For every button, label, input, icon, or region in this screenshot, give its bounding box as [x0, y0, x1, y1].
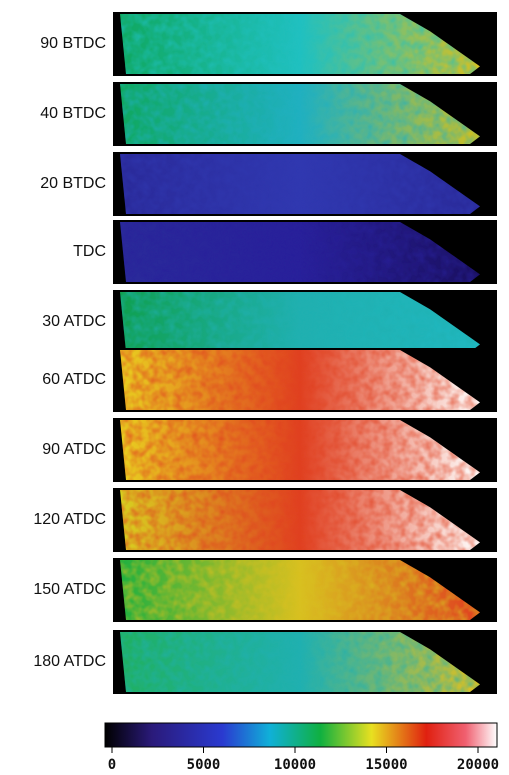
panel-texture — [120, 560, 480, 620]
panel-texture — [120, 632, 480, 692]
panel: 150 ATDC — [33, 558, 497, 622]
panel: 120 ATDC — [33, 488, 497, 552]
panel-label: 40 BTDC — [40, 105, 106, 122]
panel-label: TDC — [73, 243, 106, 260]
panel-texture — [120, 222, 480, 282]
tick-label: 5000 — [187, 757, 221, 773]
panel: 60 ATDC — [42, 348, 497, 412]
panel-label: 30 ATDC — [42, 313, 106, 330]
panel-texture — [120, 490, 480, 550]
tick-label: 0 — [108, 757, 116, 773]
colorbar — [104, 722, 498, 748]
panel-label: 20 BTDC — [40, 175, 106, 192]
panel-texture — [120, 292, 480, 352]
panel: 180 ATDC — [33, 630, 497, 694]
panel-texture — [120, 154, 480, 214]
tick-label: 20000 — [457, 757, 499, 773]
panel-label: 120 ATDC — [33, 511, 106, 528]
panel-texture — [120, 14, 480, 74]
panel: 40 BTDC — [40, 82, 497, 146]
panel-texture — [120, 420, 480, 480]
panels: 90 BTDC 40 BTDC 20 BTDC TDC 30 ATDC 60 ATDC 90… — [33, 12, 497, 694]
panel: 30 ATDC — [42, 290, 497, 354]
panel-label: 180 ATDC — [33, 653, 106, 670]
panel-texture — [120, 84, 480, 144]
panel-texture — [120, 350, 480, 410]
panel-label: 60 ATDC — [42, 371, 106, 388]
tick-label: 15000 — [365, 757, 407, 773]
panel-label: 90 ATDC — [42, 441, 106, 458]
panel-label: 90 BTDC — [40, 35, 106, 52]
tick-label: 10000 — [274, 757, 316, 773]
panel-label: 150 ATDC — [33, 581, 106, 598]
panel: TDC — [73, 220, 497, 284]
panel: 20 BTDC — [40, 152, 497, 216]
panel: 90 BTDC — [40, 12, 497, 76]
panel: 90 ATDC — [42, 418, 497, 482]
colorbar-axis: 0 5000 10000 15000 20000 — [108, 747, 499, 773]
